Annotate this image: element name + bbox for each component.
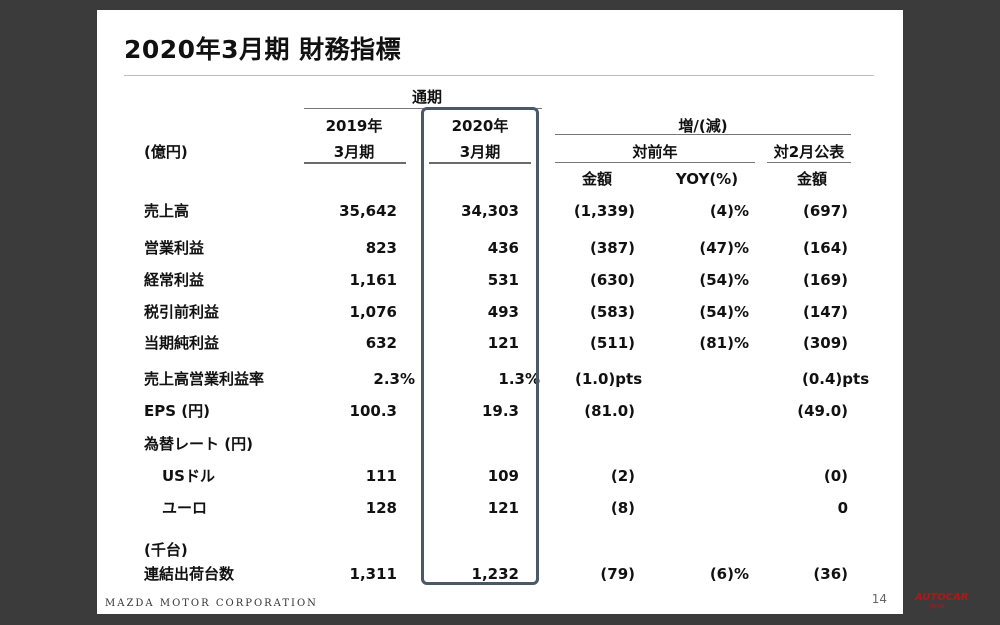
cell-2019: 100.3 <box>349 402 397 420</box>
header-full-year: 通期 <box>411 88 442 106</box>
cell-vs-feb: (164) <box>802 239 848 257</box>
cell-diff: (2) <box>610 467 635 485</box>
cell-vs-feb: (36) <box>813 565 848 583</box>
cell-2020: 34,303 <box>461 202 519 220</box>
cell-2020: 1.3% <box>498 370 540 388</box>
cell-diff: (8) <box>610 499 635 517</box>
header-2019-year: 2019年 <box>325 117 383 135</box>
cell-diff: (511) <box>589 334 635 352</box>
row-label: 為替レート (円) <box>144 435 253 453</box>
cell-yoy: (54)% <box>699 303 749 321</box>
cell-2019: 632 <box>365 334 397 352</box>
cell-vs-feb: (697) <box>802 202 848 220</box>
cell-diff: (1.0)pts <box>575 370 643 388</box>
cell-diff: (583) <box>589 303 635 321</box>
header-vs-feb-forecast: 対2月公表 <box>773 143 845 161</box>
row-label: 経常利益 <box>144 271 205 289</box>
cell-diff: (1,339) <box>573 202 635 220</box>
cell-vs-feb: (0.4)pts <box>802 370 870 388</box>
slide: 2020年3月期 財務指標 通期 2019年 3月期 2020年 3月期 (億円… <box>97 10 903 614</box>
cell-vs-feb: (0) <box>823 467 848 485</box>
cell-2020: 121 <box>487 334 519 352</box>
footer-brand: MAZDA MOTOR CORPORATION <box>105 598 318 609</box>
row-label: 営業利益 <box>144 239 205 257</box>
header-vs-prior-year: 対前年 <box>632 143 678 161</box>
page-number: 14 <box>871 592 887 606</box>
header-increase-decrease-rule <box>555 134 851 135</box>
cell-2019: 823 <box>365 239 397 257</box>
cell-diff: (79) <box>600 565 635 583</box>
cell-vs-feb: (169) <box>802 271 848 289</box>
row-label: EPS (円) <box>144 402 210 420</box>
header-vs-feb-forecast-rule <box>767 162 851 163</box>
cell-yoy: (6)% <box>709 565 749 583</box>
cell-diff: (81.0) <box>584 402 635 420</box>
cell-2019: 35,642 <box>339 202 397 220</box>
row-label: USドル <box>162 467 215 485</box>
cell-2019: 111 <box>365 467 397 485</box>
cell-2019: 2.3% <box>373 370 415 388</box>
cell-2020: 19.3 <box>481 402 519 420</box>
header-amount-feb: 金額 <box>796 170 827 188</box>
cell-vs-feb: (147) <box>802 303 848 321</box>
header-2020-period: 3月期 <box>459 143 501 161</box>
autocar-logo: AUTOCAR <box>915 592 969 603</box>
cell-2020: 109 <box>487 467 519 485</box>
header-2020-year: 2020年 <box>451 117 509 135</box>
header-increase-decrease: 増/(減) <box>678 117 728 135</box>
slide-title: 2020年3月期 財務指標 <box>124 35 402 64</box>
cell-yoy: (54)% <box>699 271 749 289</box>
cell-2020: 531 <box>487 271 519 289</box>
cell-2019: 1,161 <box>349 271 397 289</box>
cell-2019: 1,076 <box>349 303 397 321</box>
cell-yoy: (4)% <box>709 202 749 220</box>
header-2019-rule <box>304 162 406 164</box>
header-yoy: YOY(%) <box>675 170 739 188</box>
row-label: 売上高 <box>144 202 190 220</box>
row-label: 連結出荷台数 <box>144 565 235 583</box>
row-label: 売上高営業利益率 <box>144 370 265 388</box>
cell-diff: (630) <box>589 271 635 289</box>
cell-yoy: (81)% <box>699 334 749 352</box>
cell-2020: 436 <box>487 239 519 257</box>
cell-vs-feb: (49.0) <box>797 402 848 420</box>
autocar-logo-sub: JAPAN <box>930 604 945 610</box>
row-label: 当期純利益 <box>144 334 220 352</box>
cell-2020: 493 <box>487 303 519 321</box>
fy2020-highlight-box <box>421 107 539 585</box>
cell-2019: 1,311 <box>349 565 397 583</box>
header-2019-period: 3月期 <box>333 143 375 161</box>
cell-diff: (387) <box>589 239 635 257</box>
header-2020-rule <box>429 162 531 164</box>
unit-label: (億円) <box>144 143 188 161</box>
cell-yoy: (47)% <box>699 239 749 257</box>
title-divider <box>124 75 874 76</box>
row-label: ユーロ <box>162 499 208 517</box>
header-vs-prior-year-rule <box>555 162 755 163</box>
cell-vs-feb: 0 <box>837 499 848 517</box>
cell-2020: 1,232 <box>471 565 519 583</box>
cell-2020: 121 <box>487 499 519 517</box>
row-label: (千台) <box>144 541 188 559</box>
header-amount: 金額 <box>581 170 612 188</box>
cell-2019: 128 <box>365 499 397 517</box>
row-label: 税引前利益 <box>144 303 220 321</box>
cell-vs-feb: (309) <box>802 334 848 352</box>
